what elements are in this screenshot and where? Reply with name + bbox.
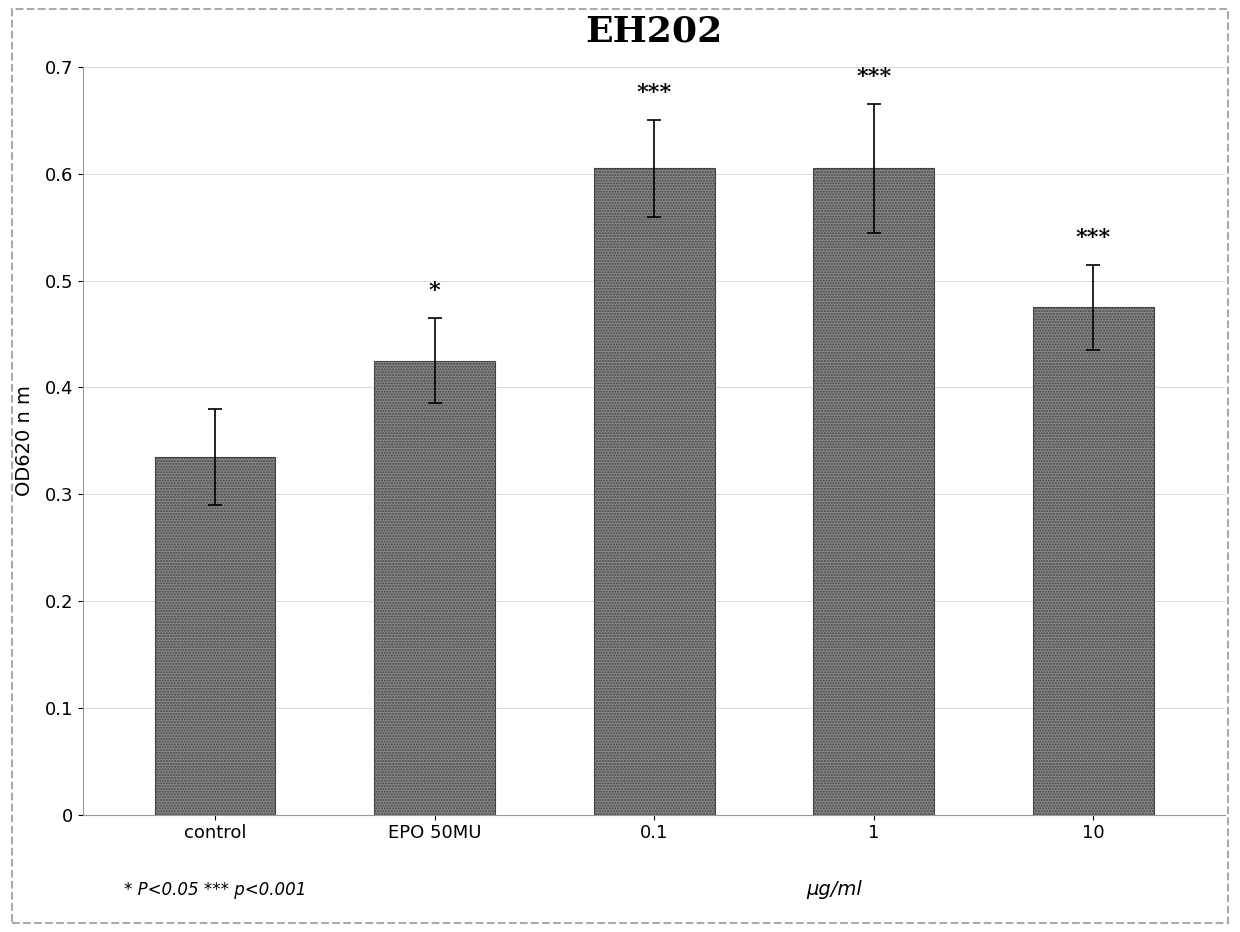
Text: ***: *** (856, 66, 892, 89)
Text: *: * (429, 280, 440, 302)
Text: * P<0.05 *** p<0.001: * P<0.05 *** p<0.001 (124, 881, 306, 898)
Bar (813, 169, 934, 815)
Bar (155, 457, 275, 815)
Bar (594, 169, 714, 815)
Title: EH202: EH202 (585, 15, 723, 49)
Text: ***: *** (636, 82, 672, 104)
Bar (1033, 308, 1153, 815)
Text: μg/ml: μg/ml (806, 880, 862, 898)
Bar (374, 361, 495, 815)
Text: ***: *** (1075, 226, 1111, 249)
Y-axis label: OD620 n m: OD620 n m (15, 386, 33, 497)
